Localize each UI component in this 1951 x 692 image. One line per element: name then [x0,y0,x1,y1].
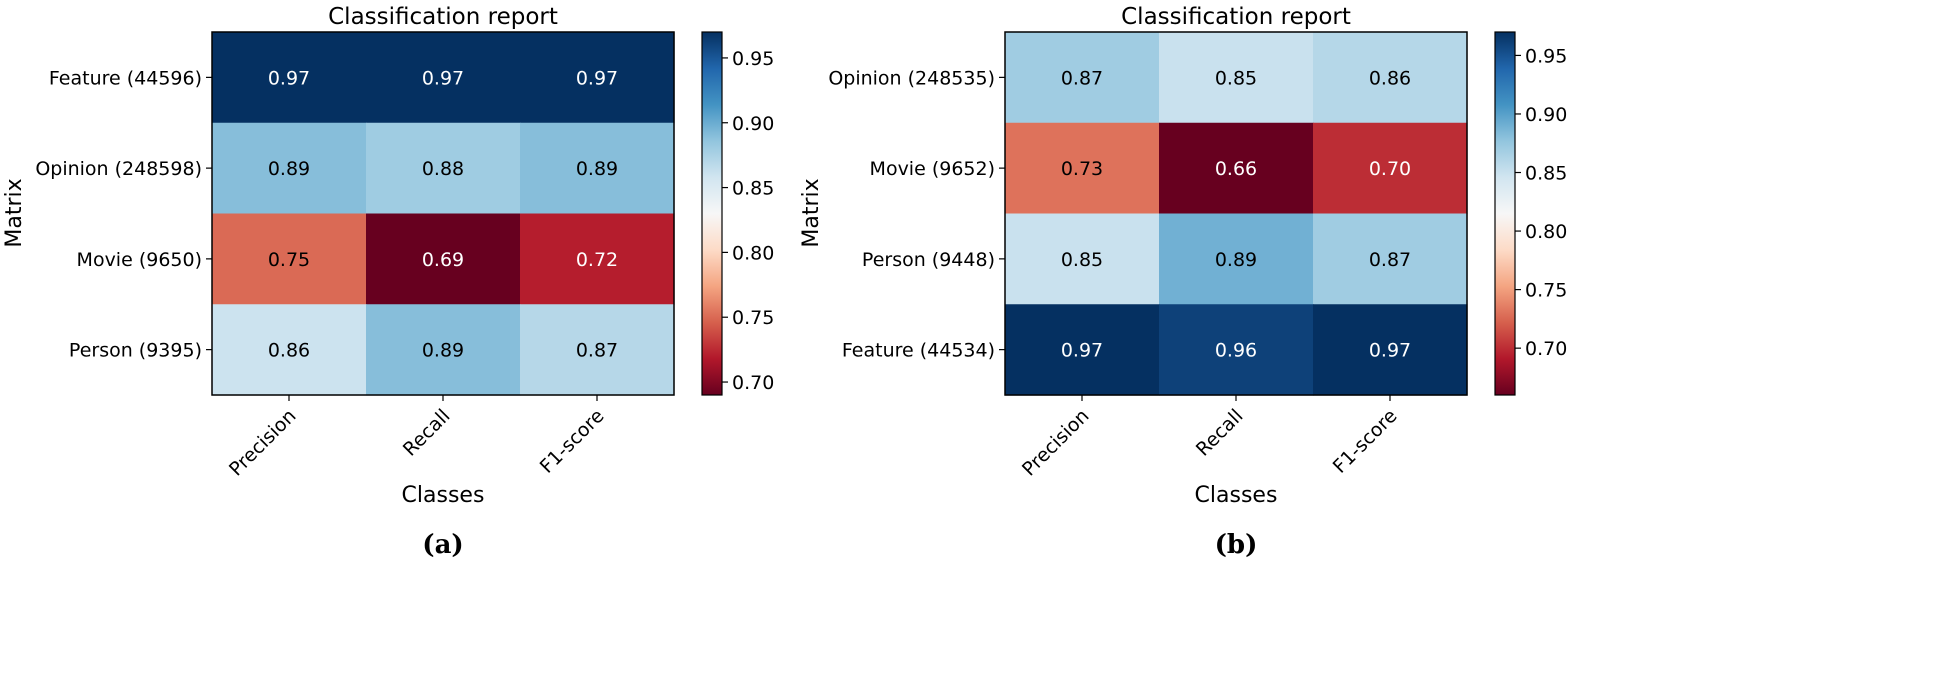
cell-value-label: 0.72 [576,249,618,271]
colorbar [701,31,723,396]
heatmap-cell [212,32,367,124]
x-tick-label: Precision [1018,405,1094,481]
colorbar-tick-label: 0.90 [732,113,774,135]
colorbar-tick-label: 0.80 [1525,221,1567,243]
cell-value-label: 0.86 [1369,67,1411,89]
x-tick-label: Recall [1192,405,1248,461]
heatmap-cell [1313,304,1468,396]
x-axis-label: Classes [402,483,485,508]
heatmap-cell [1159,32,1314,124]
heatmap-cell [366,122,521,215]
cell-value-label: 0.96 [1215,340,1257,362]
heatmap-cell [1159,213,1314,305]
heatmap-cell [520,32,675,124]
colorbar-tick-label: 0.70 [732,372,774,394]
cell-value-label: 0.87 [576,340,618,362]
cell-value-label: 0.97 [1061,340,1103,362]
heatmap-cell [366,304,521,396]
cell-value-label: 0.85 [1061,249,1103,271]
panel-label: (a) [422,530,463,560]
y-tick-label: Person (9448) [862,249,995,271]
cell-value-label: 0.89 [576,158,618,180]
cell-value-label: 0.86 [268,340,310,362]
x-tick-label: Precision [225,405,301,481]
y-tick-label: Feature (44596) [49,67,202,89]
y-tick-label: Opinion (248598) [35,158,202,180]
colorbar-tick-label: 0.90 [1525,104,1567,126]
y-axis-label: Matrix [2,178,27,247]
cell-value-label: 0.70 [1369,158,1411,180]
heatmap-cell [1005,213,1160,305]
cell-value-label: 0.89 [1215,249,1257,271]
chart-title: Classification report [1121,4,1351,30]
colorbar-tick-label: 0.95 [732,48,774,70]
heatmap-cell [1159,122,1314,215]
cell-value-label: 0.97 [1369,340,1411,362]
cell-value-label: 0.87 [1061,67,1103,89]
heatmap-panel-a: Classification report 0.97 0.97 0.97 0.89 0.… [2,4,774,560]
heatmap-cell [1159,304,1314,396]
heatmap-cell [1313,122,1468,215]
colorbar-tick-label: 0.75 [732,307,774,329]
panel-label: (b) [1215,530,1258,560]
cell-value-label: 0.97 [268,67,310,89]
cell-value-label: 0.89 [422,340,464,362]
colorbar-tick-label: 0.75 [1525,280,1567,302]
heatmap-cell [212,122,367,215]
heatmap-cell [212,213,367,305]
cell-value-label: 0.97 [576,67,618,89]
heatmap-cell [366,213,521,305]
heatmap-cell [520,122,675,215]
cell-value-label: 0.88 [422,158,464,180]
x-tick-label: Recall [399,405,455,461]
y-tick-label: Movie (9650) [77,249,202,271]
heatmap-cell [1005,304,1160,396]
cell-value-label: 0.97 [422,67,464,89]
colorbar-tick-label: 0.95 [1525,45,1567,67]
heatmap-cell [1005,32,1160,124]
heatmap-panel-b: Classification report 0.87 0.85 0.86 0.73 0.… [799,4,1567,560]
heatmap-cell [1005,122,1160,215]
colorbar-tick-label: 0.70 [1525,338,1567,360]
y-tick-label: Feature (44534) [842,340,995,362]
y-tick-label: Movie (9652) [870,158,995,180]
cell-value-label: 0.89 [268,158,310,180]
y-axis-label: Matrix [799,178,824,247]
heatmap-cell [212,304,367,396]
x-tick-label: F1-score [536,405,609,478]
y-tick-label: Person (9395) [69,340,202,362]
cell-value-label: 0.85 [1215,67,1257,89]
colorbar-tick-label: 0.85 [1525,163,1567,185]
cell-value-label: 0.75 [268,249,310,271]
cell-value-label: 0.69 [422,249,464,271]
cell-value-label: 0.87 [1369,249,1411,271]
colorbar [1494,31,1516,396]
colorbar-tick-label: 0.80 [732,242,774,264]
x-axis-label: Classes [1195,483,1278,508]
cell-value-label: 0.73 [1061,158,1103,180]
chart-title: Classification report [328,4,558,30]
heatmap-cell [366,32,521,124]
heatmap-cell [1313,213,1468,305]
colorbar-tick-label: 0.85 [732,178,774,200]
heatmap-cell [1313,32,1468,124]
heatmap-cell [520,304,675,396]
y-tick-label: Opinion (248535) [828,67,995,89]
heatmap-cell [520,213,675,305]
x-tick-label: F1-score [1329,405,1402,478]
cell-value-label: 0.66 [1215,158,1257,180]
